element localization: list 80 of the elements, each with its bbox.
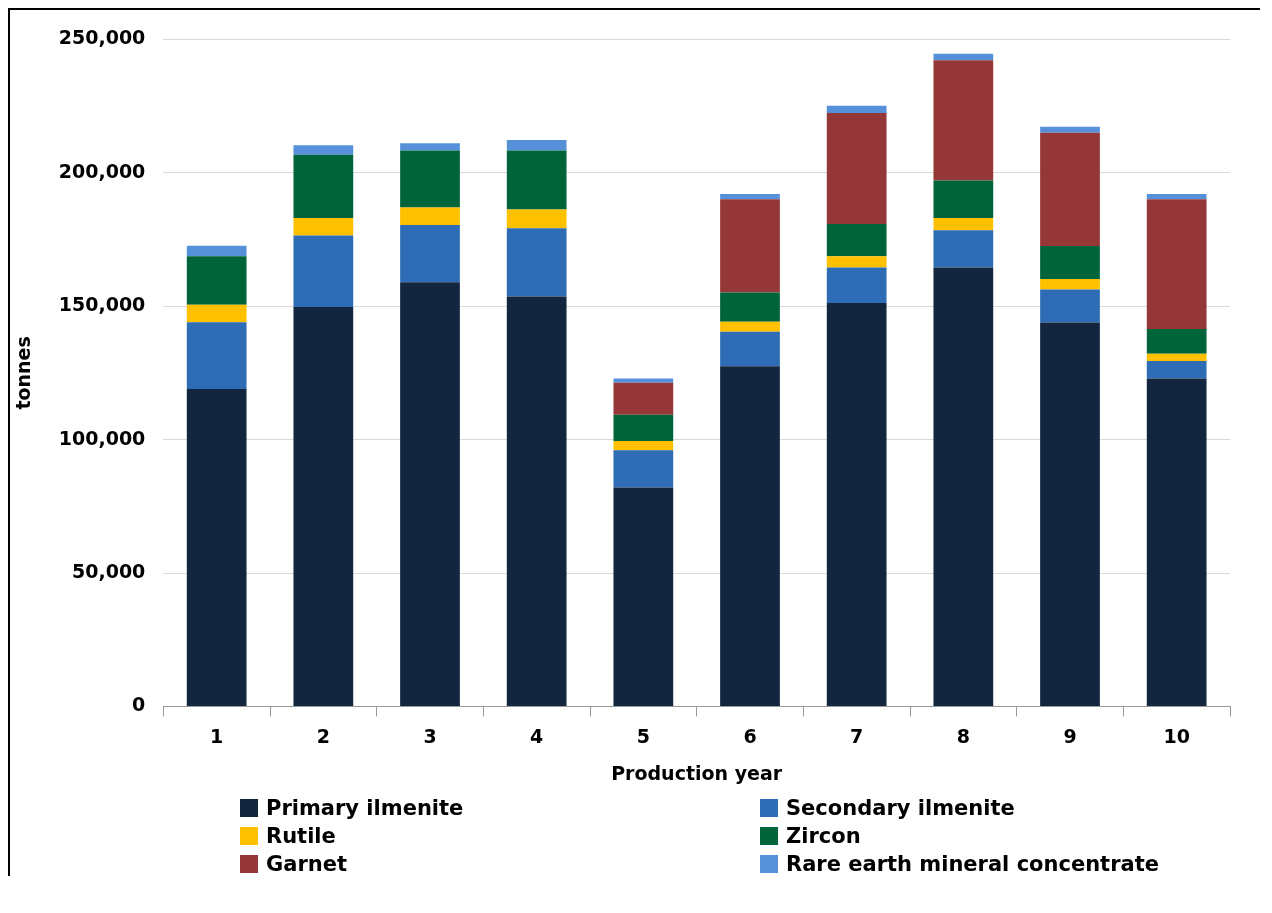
legend-label: Zircon bbox=[786, 824, 861, 848]
bar bbox=[293, 235, 354, 307]
bar bbox=[400, 282, 460, 706]
bar bbox=[720, 292, 780, 322]
bar bbox=[826, 113, 887, 225]
bar bbox=[720, 366, 780, 706]
x-tick-label: 8 bbox=[956, 724, 970, 747]
bar bbox=[506, 139, 567, 151]
bar bbox=[293, 154, 354, 218]
bar bbox=[1146, 193, 1207, 200]
bar bbox=[613, 382, 674, 415]
bar bbox=[506, 150, 567, 210]
bar bbox=[1146, 378, 1207, 706]
bar bbox=[720, 331, 780, 367]
bar bbox=[826, 267, 887, 303]
bar bbox=[933, 53, 994, 61]
bar bbox=[506, 296, 567, 706]
x-tick-label: 10 bbox=[1163, 724, 1190, 747]
x-axis-title: Production year bbox=[611, 761, 783, 784]
bar bbox=[1040, 245, 1100, 279]
x-tick-label: 5 bbox=[636, 724, 650, 747]
y-tick-label: 50,000 bbox=[72, 559, 146, 582]
bar bbox=[720, 321, 780, 332]
bar bbox=[186, 322, 247, 389]
bar bbox=[613, 450, 674, 488]
bar bbox=[613, 414, 674, 441]
x-tick-label: 4 bbox=[530, 724, 544, 747]
x-tick-label: 7 bbox=[850, 724, 864, 747]
bar bbox=[1040, 126, 1100, 133]
bar bbox=[613, 487, 674, 706]
bar bbox=[1040, 278, 1100, 290]
bar bbox=[720, 193, 780, 200]
y-axis-title: tonnes bbox=[12, 336, 35, 410]
bar bbox=[186, 256, 247, 305]
bar bbox=[1146, 328, 1207, 354]
bar bbox=[826, 224, 887, 257]
bar bbox=[613, 378, 674, 383]
bar bbox=[1040, 322, 1100, 706]
y-tick-label: 100,000 bbox=[58, 426, 146, 449]
x-tick-label: 6 bbox=[743, 724, 757, 747]
bar bbox=[400, 225, 460, 283]
bar bbox=[826, 256, 887, 268]
legend-label: Primary ilmenite bbox=[266, 796, 464, 820]
bar bbox=[1040, 132, 1100, 246]
bar bbox=[400, 207, 460, 226]
bar bbox=[826, 303, 887, 706]
legend-label: Secondary ilmenite bbox=[786, 796, 1015, 820]
legend-label: Garnet bbox=[266, 852, 347, 876]
bar bbox=[400, 150, 460, 208]
y-tick-label: 0 bbox=[132, 693, 146, 716]
bar bbox=[933, 180, 994, 218]
y-tick-label: 150,000 bbox=[58, 293, 146, 316]
legend-label: Rare earth mineral concentrate bbox=[786, 852, 1159, 876]
bar bbox=[400, 143, 460, 151]
y-tick-label: 200,000 bbox=[58, 159, 146, 182]
bar bbox=[506, 209, 567, 229]
x-tick-label: 9 bbox=[1063, 724, 1077, 747]
bar bbox=[186, 388, 247, 706]
bar bbox=[826, 105, 887, 114]
x-tick-label: 2 bbox=[316, 724, 330, 747]
bar bbox=[186, 245, 247, 257]
legend-label: Rutile bbox=[266, 824, 336, 848]
bar bbox=[293, 145, 354, 155]
bar bbox=[186, 304, 247, 323]
bar bbox=[720, 199, 780, 293]
bar bbox=[613, 440, 674, 451]
bar bbox=[1040, 289, 1100, 323]
y-tick-label: 250,000 bbox=[58, 26, 146, 49]
bar bbox=[1146, 199, 1207, 329]
bar bbox=[933, 60, 994, 181]
bar bbox=[933, 217, 994, 231]
bar bbox=[1146, 353, 1207, 361]
bar bbox=[1146, 360, 1207, 379]
x-tick-label: 3 bbox=[423, 724, 437, 747]
bar bbox=[293, 217, 354, 236]
bar bbox=[293, 307, 354, 706]
bar bbox=[506, 228, 567, 297]
x-tick-label: 1 bbox=[210, 724, 224, 747]
bar bbox=[933, 230, 994, 268]
bar bbox=[933, 267, 994, 706]
